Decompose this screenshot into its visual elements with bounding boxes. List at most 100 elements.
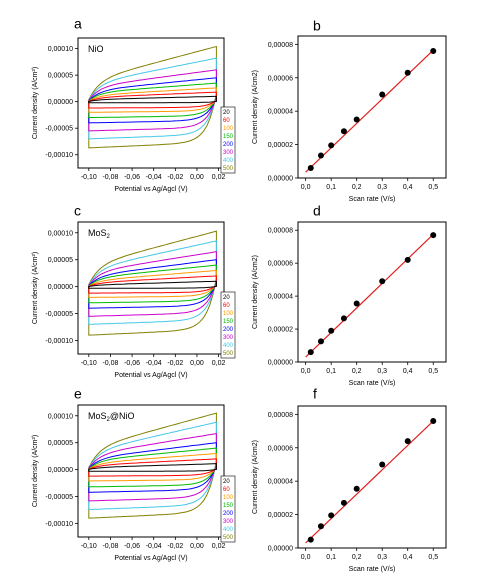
legend-entry: 300 xyxy=(223,335,234,341)
x-axis-label: Scan rate (V/s) xyxy=(349,196,396,203)
y-tick-label: 0,00002 xyxy=(268,327,293,334)
x-tick-label: -0,04 xyxy=(146,543,162,550)
x-tick-label: 0,0 xyxy=(301,368,311,375)
panel-letter: c xyxy=(74,202,81,218)
cv-curve-20 xyxy=(88,463,217,472)
legend-box xyxy=(220,475,236,543)
panel-a: a -0,10 -0,08 -0,06 -0,04 -0,02 0,00 0,02 -0,000… xyxy=(32,15,236,193)
x-tick-label: 0,1 xyxy=(326,184,336,191)
x-tick-label: -0,08 xyxy=(102,360,118,367)
data-point xyxy=(328,512,335,519)
data-point xyxy=(379,278,386,285)
title-main: MoS xyxy=(88,411,107,421)
x-tick-label: 0,5 xyxy=(428,554,438,561)
y-tick-label: -0,00005 xyxy=(45,126,73,133)
legend-entry: 100 xyxy=(223,311,234,317)
legend: 20 60 100 150 200 300 400 500 xyxy=(220,291,236,359)
legend-entry: 500 xyxy=(223,351,234,357)
panel-f: f 0,0 0,1 0,2 0,3 0,4 0,5 0,00000 0,00002 0,00004… xyxy=(252,385,447,573)
y-tick-label: -0,00005 xyxy=(45,494,73,501)
fit-line xyxy=(305,49,434,173)
data-point xyxy=(379,91,386,98)
y-tick-label: -0,00010 xyxy=(45,152,73,159)
x-tick-label: -0,06 xyxy=(124,543,140,550)
y-tick-label: -0,00010 xyxy=(45,338,73,345)
legend-entry: 500 xyxy=(223,535,234,541)
y-tick-label: 0,00000 xyxy=(48,284,73,291)
cv-curve-60 xyxy=(88,91,217,109)
data-point xyxy=(430,232,437,239)
y-tick-label: 0,00000 xyxy=(268,546,293,553)
x-tick-label: -0,08 xyxy=(102,174,118,181)
legend-entry: 60 xyxy=(223,118,230,124)
title-subscript: 2 xyxy=(107,417,111,423)
title-rest: @NiO xyxy=(110,411,135,421)
y-axis-label: Current density (A/cm²) xyxy=(32,435,39,507)
panel-e: e -0,10 -0,08 -0,06 -0,04 -0,02 0,00 0,02 -0,000… xyxy=(32,385,236,562)
y-tick-label: 0,00008 xyxy=(268,42,293,49)
title-main: MoS xyxy=(88,228,107,238)
x-tick-label: -0,02 xyxy=(167,543,183,550)
y-axis-label: Current density (A/cm2) xyxy=(252,70,259,144)
y-tick-label: 0,00008 xyxy=(268,412,293,419)
legend-entry: 60 xyxy=(223,303,230,309)
x-tick-label: 0,02 xyxy=(212,543,226,550)
cv-curve-20 xyxy=(88,280,217,289)
x-tick-label: -0,10 xyxy=(81,543,97,550)
data-point xyxy=(340,128,347,135)
y-tick-label: 0,00004 xyxy=(268,109,293,116)
x-axis-label: Potential vs Ag/Agcl (V) xyxy=(114,372,187,379)
data-point xyxy=(353,485,360,492)
panel-d: d 0,0 0,1 0,2 0,3 0,4 0,5 0,00000 0,00002 0,00004… xyxy=(252,202,447,387)
legend-box xyxy=(220,291,236,359)
x-tick-label: 0,2 xyxy=(352,184,362,191)
plot-frame xyxy=(77,221,225,355)
x-tick-label: 0,1 xyxy=(326,554,336,561)
y-axis-label: Current density (A/cm²) xyxy=(32,67,39,139)
data-point xyxy=(307,536,314,543)
x-tick-label: 0,00 xyxy=(190,543,204,550)
legend-entry: 400 xyxy=(223,343,234,349)
legend-entry: 200 xyxy=(223,142,234,148)
plot-frame xyxy=(77,404,225,538)
y-tick-label: -0,00010 xyxy=(45,521,73,528)
y-tick-label: 0,00006 xyxy=(268,445,293,452)
fit-line xyxy=(305,233,434,358)
x-tick-label: 0,0 xyxy=(301,554,311,561)
x-tick-label: 0,5 xyxy=(428,184,438,191)
x-tick-label: 0,02 xyxy=(212,174,226,181)
x-axis-label: Potential vs Ag/Agcl (V) xyxy=(114,186,187,193)
x-tick-label: 0,1 xyxy=(326,368,336,375)
y-tick-label: 0,00004 xyxy=(268,479,293,486)
panel-b: b 0,0 0,1 0,2 0,3 0,4 0,5 0,00000 0,00002 0,00004… xyxy=(252,17,447,203)
y-tick-label: 0,00002 xyxy=(268,142,293,149)
legend-entry: 300 xyxy=(223,150,234,156)
x-tick-label: -0,02 xyxy=(167,360,183,367)
y-axis-label: Current density (A/cm²) xyxy=(32,252,39,324)
data-point xyxy=(353,300,360,307)
y-tick-label: 0,00000 xyxy=(48,99,73,106)
x-tick-label: -0,06 xyxy=(124,174,140,181)
legend-entry: 100 xyxy=(223,495,234,501)
data-point xyxy=(430,418,437,425)
plot-frame xyxy=(77,37,225,169)
legend-entry: 400 xyxy=(223,158,234,164)
legend-entry: 150 xyxy=(223,134,234,140)
x-tick-label: -0,02 xyxy=(167,174,183,181)
data-point xyxy=(307,164,314,171)
title-subscript: 2 xyxy=(107,234,111,240)
legend-entry: 200 xyxy=(223,511,234,517)
x-tick-label: 0,0 xyxy=(301,184,311,191)
data-point xyxy=(404,256,411,263)
panel-letter: f xyxy=(313,385,317,401)
x-tick-label: 0,3 xyxy=(377,368,387,375)
panel-title: MoS2 xyxy=(88,228,111,240)
x-tick-label: -0,04 xyxy=(146,174,162,181)
y-tick-label: 0,00002 xyxy=(268,512,293,519)
panel-title: NiO xyxy=(88,44,104,54)
y-tick-label: 0,00010 xyxy=(48,46,73,53)
panel-letter: e xyxy=(74,385,82,401)
x-tick-label: -0,08 xyxy=(102,543,118,550)
data-point xyxy=(328,142,335,149)
y-tick-label: 0,00010 xyxy=(48,413,73,420)
